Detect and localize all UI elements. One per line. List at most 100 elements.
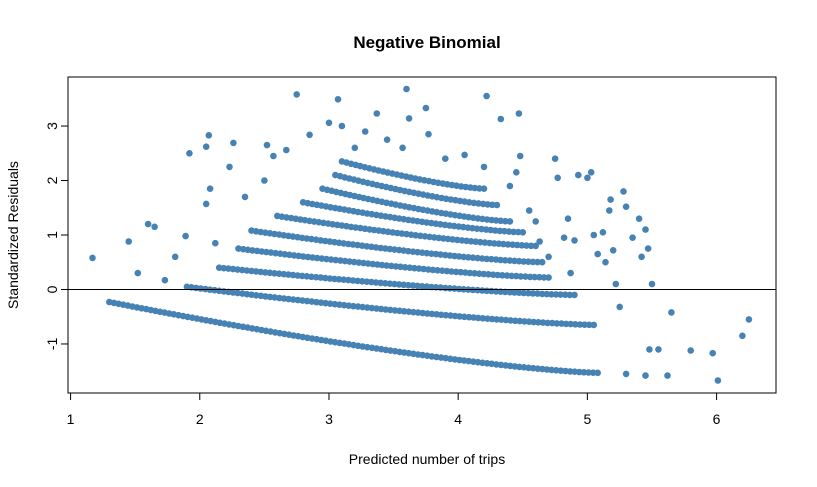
data-point [519,229,527,236]
x-tick-label: 2 [196,411,204,427]
data-point [513,241,521,249]
data-point [351,144,359,152]
data-point [442,155,449,162]
data-point [515,110,523,117]
data-point [516,317,524,325]
data-point [534,290,541,297]
data-point [642,372,649,379]
data-point [538,258,546,266]
data-point [620,188,627,195]
data-point [480,185,488,192]
data-point [202,200,210,208]
data-point [527,242,535,250]
data-point [161,276,169,284]
y-axis: -1 0 1 2 3 [44,122,68,350]
data-point [560,234,568,241]
data-point [655,346,662,353]
data-point [567,269,574,277]
data-point [202,143,210,150]
data-point [306,131,313,139]
data-point [714,377,722,384]
points-layer [89,85,753,384]
data-point [616,303,623,311]
data-point [182,232,189,240]
x-tick-label: 4 [454,411,462,427]
data-point [186,150,193,157]
data-point [205,132,213,139]
data-point [575,171,582,179]
data-point [480,163,488,171]
data-point [607,196,614,203]
data-point [594,250,601,258]
data-point [532,242,539,250]
data-point [283,146,290,154]
data-point [609,247,617,254]
x-tick-label: 5 [583,411,591,427]
data-point [545,253,552,261]
data-point [230,139,237,147]
data-point [557,291,564,298]
x-tick-label: 1 [67,411,75,427]
data-point [612,280,620,288]
data-point [584,174,591,182]
data-point [648,280,656,288]
y-axis-label: Standardized Residuals [5,161,21,309]
data-point [551,155,559,162]
data-point [548,291,555,298]
data-point [566,291,574,299]
data-point [125,238,132,245]
data-point [501,257,509,264]
data-point [629,234,636,241]
data-point [589,369,597,377]
data-point [403,85,410,93]
data-point [325,119,333,127]
data-point [383,136,391,143]
data-point [553,320,561,327]
data-point [540,274,548,281]
data-point [334,96,342,103]
data-point [535,319,542,326]
data-point [373,110,381,117]
chart-title: Negative Binomial [353,33,500,52]
data-point [405,115,413,122]
data-point [513,169,520,176]
data-point [585,321,593,329]
data-point [642,226,649,233]
data-point [638,253,645,261]
data-point [525,207,533,214]
data-point [144,220,152,228]
data-point [622,370,630,378]
data-point [361,128,369,135]
data-point [405,281,412,289]
data-point [687,347,694,354]
data-point [263,141,271,149]
data-point [646,346,653,353]
data-point [293,91,301,98]
data-point [461,151,468,159]
data-point [664,372,671,379]
data-point [506,182,514,190]
y-tick-label: 1 [44,231,60,239]
data-point [594,369,601,377]
data-point [599,229,607,236]
data-point [497,115,505,123]
data-point [89,254,96,262]
data-point [212,239,219,247]
data-point [499,272,506,279]
data-point [745,316,753,323]
data-point [571,237,578,244]
data-point [506,218,514,225]
data-point [571,291,578,299]
data-point [171,253,179,261]
data-point [602,258,609,266]
data-point [545,274,552,281]
data-point [134,269,142,277]
data-point [590,321,598,329]
x-tick-label: 6 [713,411,721,427]
data-point [739,332,746,340]
data-point [534,258,541,266]
y-tick-label: -1 [44,338,60,351]
data-point [516,152,524,160]
data-point [425,130,432,138]
